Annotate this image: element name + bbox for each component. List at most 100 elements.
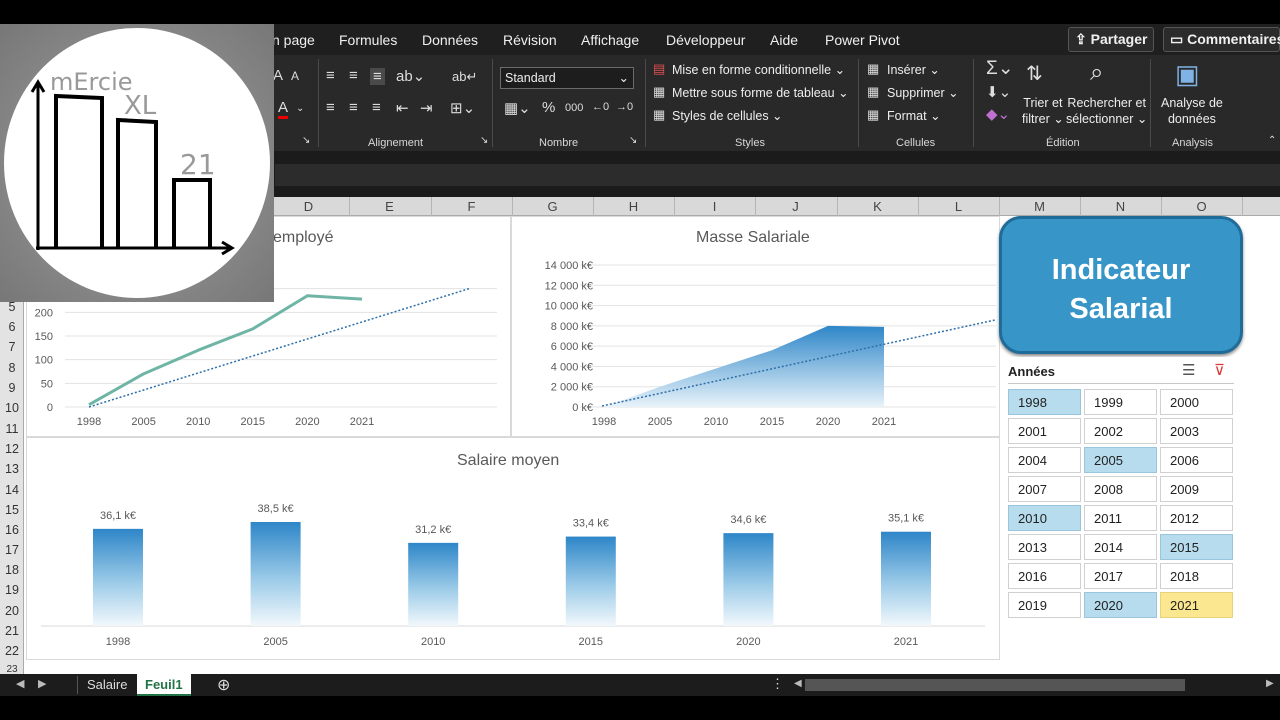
wrap-text-icon[interactable]: ab↵ <box>452 69 478 84</box>
row-header[interactable]: 10 <box>5 401 19 415</box>
slicer-item-1998[interactable]: 1998 <box>1008 389 1081 415</box>
clear-icon[interactable]: ◆⌄ <box>986 106 1011 123</box>
comma-style-button[interactable]: 000 <box>565 102 584 114</box>
column-header-e[interactable]: E <box>385 199 394 214</box>
menu-view[interactable]: Affichage <box>581 32 640 48</box>
menu-data[interactable]: Données <box>422 32 479 48</box>
sort-filter-button[interactable]: Trier et filtrer ⌄ <box>1022 95 1064 127</box>
row-header[interactable]: 15 <box>5 503 19 517</box>
fill-icon[interactable]: ⬇⌄ <box>986 84 1012 101</box>
orientation-icon[interactable]: ab⌄ <box>396 68 426 85</box>
align-right-icon[interactable]: ≡ <box>372 99 381 116</box>
slicer-item-2000[interactable]: 2000 <box>1160 389 1233 415</box>
column-header-o[interactable]: O <box>1196 199 1207 214</box>
payroll-chart[interactable]: Masse Salariale 14 000 k€ 12 000 k€ 10 000… <box>511 216 1000 437</box>
slicer-item-2019[interactable]: 2019 <box>1008 592 1081 618</box>
slicer-item-2017[interactable]: 2017 <box>1084 563 1157 589</box>
row-header[interactable]: 6 <box>8 320 16 334</box>
slicer-item-2016[interactable]: 2016 <box>1008 563 1081 589</box>
clear-filter-icon[interactable]: ⊽ <box>1214 362 1225 379</box>
slicer-item-2009[interactable]: 2009 <box>1160 476 1233 502</box>
row-header[interactable]: 20 <box>5 604 19 618</box>
slicer-item-2008[interactable]: 2008 <box>1084 476 1157 502</box>
slicer-item-2011[interactable]: 2011 <box>1084 505 1157 531</box>
indicator-salarial-button[interactable]: Indicateur Salarial <box>999 216 1243 354</box>
conditional-format-button[interactable]: Mise en forme conditionnelle ⌄ <box>672 63 846 77</box>
font-grow-icon[interactable]: A <box>273 67 284 84</box>
font-dialog-launcher-icon[interactable]: ↘ <box>302 135 311 146</box>
slicer-item-2020[interactable]: 2020 <box>1084 592 1157 618</box>
slicer-item-2003[interactable]: 2003 <box>1160 418 1233 444</box>
font-color-dropdown-icon[interactable]: ⌄ <box>296 103 305 114</box>
table-format-button[interactable]: Mettre sous forme de tableau ⌄ <box>672 86 849 100</box>
sheet-tab-feuil1[interactable]: Feuil1 <box>137 674 191 696</box>
decrease-decimal-icon[interactable]: →0 <box>616 101 634 113</box>
increase-decimal-icon[interactable]: ←0 <box>592 101 610 113</box>
row-header[interactable]: 18 <box>5 563 19 577</box>
alignment-dialog-launcher-icon[interactable]: ↘ <box>480 135 489 146</box>
slicer-item-2014[interactable]: 2014 <box>1084 534 1157 560</box>
row-header[interactable]: 13 <box>5 462 19 476</box>
column-header-g[interactable]: G <box>547 199 558 214</box>
slicer-item-2013[interactable]: 2013 <box>1008 534 1081 560</box>
font-color-icon[interactable]: A <box>278 99 289 119</box>
column-header-d[interactable]: D <box>303 199 314 214</box>
menu-help[interactable]: Aide <box>770 32 799 48</box>
comments-button[interactable]: ▭ Commentaires <box>1163 27 1280 52</box>
row-header[interactable]: 7 <box>8 340 16 354</box>
row-header[interactable]: 16 <box>5 523 19 537</box>
find-select-button[interactable]: Rechercher et sélectionner ⌄ <box>1066 95 1147 127</box>
slicer-item-1999[interactable]: 1999 <box>1084 389 1157 415</box>
row-header[interactable]: 14 <box>5 483 19 497</box>
row-header[interactable]: 17 <box>5 543 19 557</box>
row-header[interactable]: 8 <box>8 361 16 375</box>
horizontal-scrollbar-thumb[interactable] <box>805 679 1185 691</box>
align-center-icon[interactable]: ≡ <box>349 99 358 116</box>
row-header[interactable]: 23 <box>6 664 18 674</box>
row-header[interactable]: 19 <box>5 583 19 597</box>
number-dialog-launcher-icon[interactable]: ↘ <box>629 135 638 146</box>
slicer-item-2021[interactable]: 2021 <box>1160 592 1233 618</box>
menu-power-pivot[interactable]: Power Pivot <box>825 32 900 48</box>
decrease-indent-icon[interactable]: ⇤ <box>396 100 409 117</box>
hscroll-left-icon[interactable]: ◀ <box>794 678 802 689</box>
slicer-item-2007[interactable]: 2007 <box>1008 476 1081 502</box>
autosum-icon[interactable]: Σ⌄ <box>986 58 1014 79</box>
column-header-j[interactable]: J <box>792 199 799 214</box>
slicer-item-2010[interactable]: 2010 <box>1008 505 1081 531</box>
column-header-m[interactable]: M <box>1034 199 1045 214</box>
column-header-i[interactable]: I <box>712 199 717 214</box>
font-shrink-icon[interactable]: A <box>291 69 300 83</box>
row-header[interactable]: 22 <box>5 644 19 658</box>
menu-review[interactable]: Révision <box>503 32 557 48</box>
scroll-right-icon[interactable]: ▶ <box>38 678 47 690</box>
align-bottom-icon[interactable]: ≡ <box>370 68 385 85</box>
merge-center-icon[interactable]: ⊞⌄ <box>450 100 476 117</box>
column-header-n[interactable]: N <box>1115 199 1126 214</box>
percent-style-button[interactable]: % <box>542 99 556 116</box>
slicer-item-2005[interactable]: 2005 <box>1084 447 1157 473</box>
average-salary-chart[interactable]: Salaire moyen 36,1 k€ 1998 38,5 k€ 2005 31,2… <box>26 437 1000 660</box>
slicer-item-2002[interactable]: 2002 <box>1084 418 1157 444</box>
column-header-k[interactable]: K <box>873 199 882 214</box>
row-header[interactable]: 5 <box>8 300 16 314</box>
analyze-data-button[interactable]: Analyse de données <box>1161 95 1223 127</box>
multi-select-icon[interactable]: ☰ <box>1182 362 1196 379</box>
row-header[interactable]: 12 <box>5 442 19 456</box>
menu-page-layout[interactable]: n page <box>272 32 315 48</box>
slicer-item-2015[interactable]: 2015 <box>1160 534 1233 560</box>
sheet-tab-salaire[interactable]: Salaire <box>87 677 128 692</box>
row-header[interactable]: 9 <box>8 381 16 395</box>
slicer-item-2004[interactable]: 2004 <box>1008 447 1081 473</box>
insert-button[interactable]: Insérer ⌄ <box>887 63 940 77</box>
align-top-icon[interactable]: ≡ <box>326 67 335 84</box>
number-format-select[interactable]: Standard ⌄ <box>500 67 634 89</box>
cell-styles-button[interactable]: Styles de cellules ⌄ <box>672 109 783 123</box>
slicer-item-2006[interactable]: 2006 <box>1160 447 1233 473</box>
collapse-ribbon-icon[interactable]: ⌃ <box>1268 135 1277 146</box>
row-header[interactable]: 11 <box>5 422 19 436</box>
align-middle-icon[interactable]: ≡ <box>349 67 358 84</box>
slicer-item-2018[interactable]: 2018 <box>1160 563 1233 589</box>
share-button[interactable]: ⇪ Partager <box>1068 27 1155 52</box>
column-header-h[interactable]: H <box>628 199 639 214</box>
